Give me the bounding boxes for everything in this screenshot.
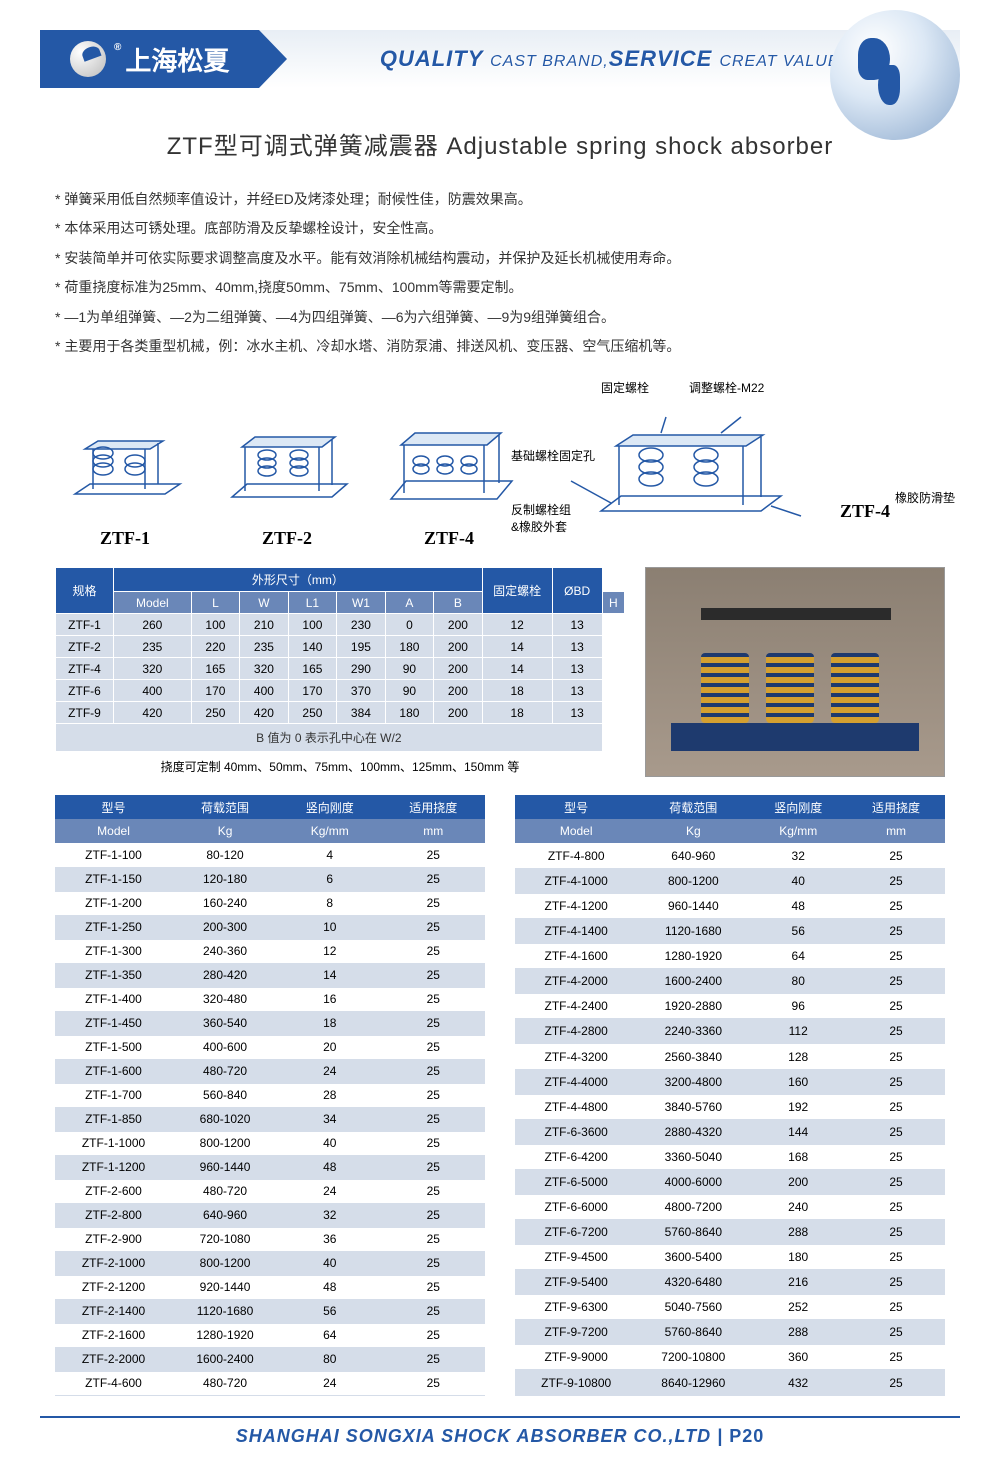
spec-row: ZTF-2-16001280-19206425 bbox=[55, 1323, 485, 1347]
spec-row: ZTF-1-350280-4201425 bbox=[55, 963, 485, 987]
spec-row: ZTF-9-54004320-648021625 bbox=[515, 1270, 945, 1295]
spec-row: ZTF-9-45003600-540018025 bbox=[515, 1245, 945, 1270]
spec-row: ZTF-6-60004800-720024025 bbox=[515, 1194, 945, 1219]
bullet-item: * 弹簧采用低自然频率值设计，并经ED及烤漆处理；耐候性佳，防震效果高。 bbox=[55, 185, 945, 214]
diagram-ztf2: ZTF-2 bbox=[217, 409, 357, 549]
spec-row: ZTF-2-800640-9603225 bbox=[55, 1203, 485, 1227]
spec-row: ZTF-1-300240-3601225 bbox=[55, 939, 485, 963]
spec-row: ZTF-4-800640-9603225 bbox=[515, 843, 945, 868]
dim-row: ZTF-22352202351401951802001413 bbox=[56, 636, 625, 658]
spec-row: ZTF-2-600480-7202425 bbox=[55, 1179, 485, 1203]
dim-row: ZTF-94202504202503841802001813 bbox=[56, 702, 625, 724]
dim-subheader: L1 bbox=[288, 592, 337, 614]
spec-row: ZTF-9-63005040-756025225 bbox=[515, 1295, 945, 1320]
globe-icon bbox=[830, 10, 960, 140]
diagram-annotated: 固定螺栓调整螺栓-M22 基础螺栓固定孔 橡胶防滑垫 反制螺栓组&橡胶外套 ZT… bbox=[541, 379, 945, 549]
dim-subheader: W bbox=[240, 592, 289, 614]
spec-row: ZTF-4-600480-7202425 bbox=[55, 1371, 485, 1395]
dim-subheader: L bbox=[191, 592, 240, 614]
spec-row: ZTF-1-150120-180625 bbox=[55, 867, 485, 891]
spec-row: ZTF-4-24001920-28809625 bbox=[515, 994, 945, 1019]
spec-table-left: 型号荷载范围竖向刚度适用挠度 ModelKgKg/mmmm ZTF-1-1008… bbox=[55, 795, 485, 1396]
spec-row: ZTF-4-1000800-12004025 bbox=[515, 868, 945, 893]
brand-text: 上海松夏 bbox=[125, 41, 229, 78]
dim-subheader: A bbox=[385, 592, 434, 614]
dim-row: ZTF-4320165320165290902001413 bbox=[56, 658, 625, 680]
spec-row: ZTF-6-50004000-600020025 bbox=[515, 1169, 945, 1194]
spec-row: ZTF-4-1200960-14404825 bbox=[515, 894, 945, 919]
spec-row: ZTF-4-20001600-24008025 bbox=[515, 969, 945, 994]
spec-row: ZTF-2-20001600-24008025 bbox=[55, 1347, 485, 1371]
spec-row: ZTF-9-108008640-1296043225 bbox=[515, 1370, 945, 1395]
spec-row: ZTF-2-14001120-16805625 bbox=[55, 1299, 485, 1323]
brand-block: ® 上海松夏 bbox=[40, 30, 259, 88]
spec-row: ZTF-1-700560-8402825 bbox=[55, 1083, 485, 1107]
bullet-item: * —1为单组弹簧、—2为二组弹簧、—4为四组弹簧、—6为六组弹簧、—9为9组弹… bbox=[55, 303, 945, 332]
logo-icon bbox=[70, 41, 106, 77]
spec-row: ZTF-2-900720-10803625 bbox=[55, 1227, 485, 1251]
dim-row: ZTF-6400170400170370902001813 bbox=[56, 680, 625, 702]
diagram-row: ZTF-1 ZTF-2 ZTF-4 固定螺栓调整螺栓-M22 基础螺栓固定孔 橡… bbox=[55, 379, 945, 549]
spec-row: ZTF-9-90007200-1080036025 bbox=[515, 1345, 945, 1370]
spec-row: ZTF-2-1200920-14404825 bbox=[55, 1275, 485, 1299]
spec-row: ZTF-4-14001120-16805625 bbox=[515, 919, 945, 944]
bullet-list: * 弹簧采用低自然频率值设计，并经ED及烤漆处理；耐候性佳，防震效果高。* 本体… bbox=[55, 185, 945, 361]
custom-note: 挠度可定制 40mm、50mm、75mm、100mm、125mm、150mm 等 bbox=[55, 752, 625, 781]
dim-table-wrap: 规格外形尺寸（mm）固定螺栓ØBD ModelLWL1W1ABH ZTF-126… bbox=[55, 567, 625, 781]
spec-row: ZTF-1-1200960-14404825 bbox=[55, 1155, 485, 1179]
spec-row: ZTF-4-32002560-384012825 bbox=[515, 1044, 945, 1069]
spec-row: ZTF-1-500400-6002025 bbox=[55, 1035, 485, 1059]
page-footer: SHANGHAI SONGXIA SHOCK ABSORBER CO.,LTD … bbox=[40, 1416, 960, 1447]
bullet-item: * 安装简单并可依实际要求调整高度及水平。能有效消除机械结构震动，并保护及延长机… bbox=[55, 244, 945, 273]
bullet-item: * 荷重挠度标准为25mm、40mm,挠度50mm、75mm、100mm等需要定… bbox=[55, 273, 945, 302]
dim-subheader: H bbox=[602, 592, 624, 614]
reg-mark: ® bbox=[114, 42, 121, 53]
spec-row: ZTF-4-16001280-19206425 bbox=[515, 944, 945, 969]
spec-row: ZTF-1-850680-10203425 bbox=[55, 1107, 485, 1131]
bullet-item: * 主要用于各类重型机械，例：冰水主机、冷却水塔、消防泵浦、排送风机、变压器、空… bbox=[55, 332, 945, 361]
dim-subheader: W1 bbox=[337, 592, 386, 614]
bullet-item: * 本体采用达可锈处理。底部防滑及反挚螺栓设计，安全性高。 bbox=[55, 214, 945, 243]
spec-row: ZTF-6-36002880-432014425 bbox=[515, 1119, 945, 1144]
spec-row: ZTF-1-200160-240825 bbox=[55, 891, 485, 915]
dim-subheader: B bbox=[434, 592, 483, 614]
spec-row: ZTF-1-1000800-12004025 bbox=[55, 1131, 485, 1155]
product-photo bbox=[645, 567, 945, 777]
spec-row: ZTF-2-1000800-12004025 bbox=[55, 1251, 485, 1275]
dimensions-table: 规格外形尺寸（mm）固定螺栓ØBD ModelLWL1W1ABH ZTF-126… bbox=[55, 567, 625, 752]
diagram-ztf1: ZTF-1 bbox=[55, 409, 195, 549]
spec-row: ZTF-1-250200-3001025 bbox=[55, 915, 485, 939]
spec-row: ZTF-4-48003840-576019225 bbox=[515, 1094, 945, 1119]
diagram-ztf4: ZTF-4 bbox=[379, 409, 519, 549]
spec-row: ZTF-4-40003200-480016025 bbox=[515, 1069, 945, 1094]
spec-row: ZTF-6-42003360-504016825 bbox=[515, 1144, 945, 1169]
dim-subheader: Model bbox=[114, 592, 192, 614]
spec-row: ZTF-4-28002240-336011225 bbox=[515, 1019, 945, 1044]
spec-row: ZTF-1-450360-5401825 bbox=[55, 1011, 485, 1035]
dim-row: ZTF-126010021010023002001213 bbox=[56, 614, 625, 636]
spec-row: ZTF-9-72005760-864028825 bbox=[515, 1320, 945, 1345]
spec-row: ZTF-1-400320-4801625 bbox=[55, 987, 485, 1011]
spec-row: ZTF-6-72005760-864028825 bbox=[515, 1220, 945, 1245]
page-header: ® 上海松夏 QUALITY CAST BRAND,SERVICE CREAT … bbox=[0, 0, 1000, 88]
spec-table-right: 型号荷载范围竖向刚度适用挠度 ModelKgKg/mmmm ZTF-4-8006… bbox=[515, 795, 945, 1396]
page-title: ZTF型可调式弹簧减震器 Adjustable spring shock abs… bbox=[55, 126, 945, 161]
spec-row: ZTF-1-600480-7202425 bbox=[55, 1059, 485, 1083]
spec-row: ZTF-1-10080-120425 bbox=[55, 843, 485, 867]
